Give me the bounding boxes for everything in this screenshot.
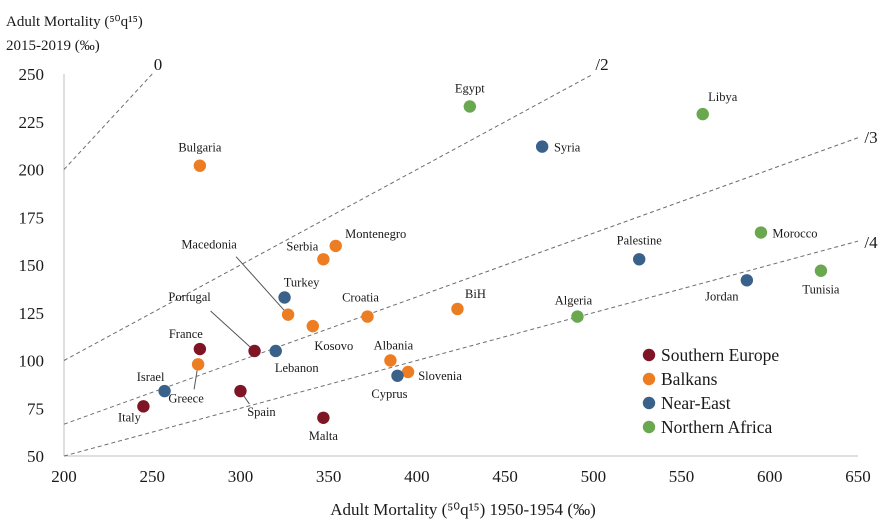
point-label: Tunisia <box>802 283 840 297</box>
y-axis-title-line1: Adult Mortality (⁵⁰q¹⁵) <box>6 14 143 30</box>
legend-entry: Balkans <box>661 369 718 389</box>
point-label: BiH <box>465 287 486 301</box>
y-tick-label: 200 <box>19 161 45 180</box>
data-point-algeria <box>571 310 584 323</box>
point-label: Serbia <box>286 239 318 253</box>
x-axis-title: Adult Mortality (⁵⁰q¹⁵) 1950-1954 (‰) <box>330 500 596 519</box>
x-tick-label: 600 <box>757 467 783 486</box>
y-tick-label: 100 <box>19 352 45 371</box>
reference-line-label: /4 <box>864 233 878 252</box>
y-tick-label: 250 <box>19 65 45 84</box>
leader-line <box>235 256 289 315</box>
point-label: Bulgaria <box>178 141 221 155</box>
point-label: Italy <box>118 410 142 424</box>
point-label: Egypt <box>455 81 485 95</box>
data-point-greece <box>191 358 205 371</box>
data-point-montenegro <box>329 239 342 253</box>
data-point-libya <box>696 107 709 121</box>
data-point-lebanon <box>269 344 282 358</box>
legend: Southern Europe Balkans Near-East Northern … <box>637 340 807 440</box>
point-label: Montenegro <box>345 227 406 241</box>
x-tick-label: 400 <box>404 467 430 486</box>
data-point-macedonia <box>281 308 295 321</box>
point-label: Croatia <box>342 291 379 305</box>
data-point-bih <box>451 302 464 316</box>
point-label: Turkey <box>284 275 320 289</box>
x-tick-label: 250 <box>139 467 165 486</box>
data-point-tunisia <box>814 264 828 277</box>
reference-line-label: 0 <box>154 55 163 74</box>
point-label: Spain <box>247 405 276 419</box>
legend-marker <box>642 372 656 386</box>
data-points: France Italy Spain Portugal Malta Bulgaria Gre… <box>118 81 840 442</box>
point-label: Lebanon <box>275 361 319 375</box>
data-point-italy <box>137 400 150 413</box>
point-label: Albania <box>374 339 414 353</box>
reference-line-label: /2 <box>595 55 608 74</box>
point-label: Slovenia <box>418 369 462 383</box>
y-tick-label: 225 <box>19 113 45 132</box>
data-point-egypt <box>463 100 477 113</box>
data-point-serbia <box>317 253 330 266</box>
x-tick-label: 450 <box>492 467 518 486</box>
point-label: Libya <box>708 90 738 104</box>
point-label: Kosovo <box>314 339 353 353</box>
point-label: Palestine <box>617 233 663 247</box>
data-point-palestine <box>633 253 646 266</box>
data-point-bulgaria <box>193 159 207 172</box>
point-label: Israel <box>137 370 165 384</box>
x-tick-label: 500 <box>581 467 607 486</box>
y-tick-label: 175 <box>19 208 45 227</box>
data-point-turkey <box>278 291 291 304</box>
data-point-croatia <box>361 310 374 323</box>
legend-entry: Near-East <box>661 393 731 413</box>
y-tick-label: 75 <box>27 399 44 418</box>
data-point-slovenia <box>401 365 415 379</box>
data-point-israel <box>158 384 171 398</box>
legend-marker <box>642 396 656 410</box>
axes: 200 250 300 350 400 450 500 550 600 650 50 75 100 125… <box>19 65 871 486</box>
x-tick-label: 650 <box>845 467 871 486</box>
data-point-malta <box>317 411 330 424</box>
point-label: Morocco <box>772 227 817 241</box>
x-tick-label: 300 <box>228 467 254 486</box>
x-tick-label: 350 <box>316 467 342 486</box>
legend-entry: Northern Africa <box>661 417 773 437</box>
reference-line <box>63 73 153 170</box>
data-point-jordan <box>740 274 754 287</box>
reference-line <box>63 73 594 361</box>
point-label: Cyprus <box>371 387 407 401</box>
point-label: Jordan <box>705 289 739 303</box>
x-tick-label: 200 <box>51 467 77 486</box>
data-point-cyprus <box>391 369 404 382</box>
reference-line-label: /3 <box>864 128 877 147</box>
data-point-portugal <box>248 344 261 358</box>
legend-marker <box>642 348 656 362</box>
y-axis-title-line2: 2015-2019 (‰) <box>6 38 100 54</box>
data-point-syria <box>535 140 549 153</box>
point-label: Macedonia <box>181 238 237 252</box>
data-point-spain <box>234 384 247 398</box>
y-tick-label: 125 <box>19 304 45 323</box>
legend-background <box>637 340 807 440</box>
leader-line <box>210 310 255 352</box>
y-axis-title: Adult Mortality (⁵⁰q¹⁵) 2015-2019 (‰) <box>6 14 143 54</box>
point-label: Algeria <box>555 294 593 308</box>
data-point-morocco <box>754 226 768 239</box>
point-label: Syria <box>554 141 581 155</box>
point-label: Malta <box>309 429 339 443</box>
legend-entry: Southern Europe <box>661 345 779 365</box>
point-label: Portugal <box>168 290 211 304</box>
data-point-kosovo <box>306 319 319 333</box>
y-tick-label: 150 <box>19 256 45 275</box>
x-tick-label: 550 <box>669 467 695 486</box>
point-label: France <box>169 327 203 341</box>
data-point-albania <box>384 354 397 367</box>
legend-marker <box>642 420 656 434</box>
point-label: Greece <box>168 391 204 405</box>
y-tick-label: 50 <box>27 447 44 466</box>
data-point-france <box>193 342 207 356</box>
